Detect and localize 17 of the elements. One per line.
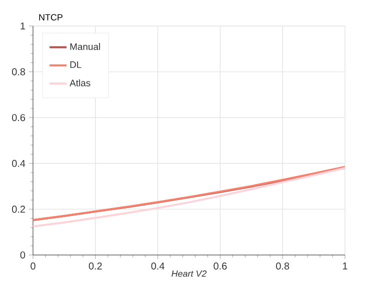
y-tick-label: 1 bbox=[20, 22, 25, 30]
x-tick-label: 0.8 bbox=[276, 262, 290, 270]
x-tick-label: 0 bbox=[30, 262, 36, 270]
x-axis-title: Heart V2 bbox=[172, 270, 207, 277]
y-tick-label: 0.4 bbox=[12, 160, 26, 167]
y-tick-label: 0.6 bbox=[12, 114, 26, 122]
y-tick-label: 0.8 bbox=[12, 68, 26, 76]
legend-label: Manual bbox=[70, 43, 100, 50]
y-tick-label: 0.2 bbox=[12, 206, 25, 213]
x-tick-label: 0.4 bbox=[151, 262, 164, 270]
x-tick-label: 0.6 bbox=[214, 262, 227, 270]
x-tick-label: 1 bbox=[343, 262, 348, 270]
y-tick-label: 0 bbox=[20, 251, 26, 259]
legend-label: DL bbox=[70, 61, 82, 68]
legend-label: Atlas bbox=[70, 79, 90, 86]
x-tick-label: 0.2 bbox=[88, 262, 102, 270]
y-axis-title: NTCP bbox=[39, 14, 62, 20]
